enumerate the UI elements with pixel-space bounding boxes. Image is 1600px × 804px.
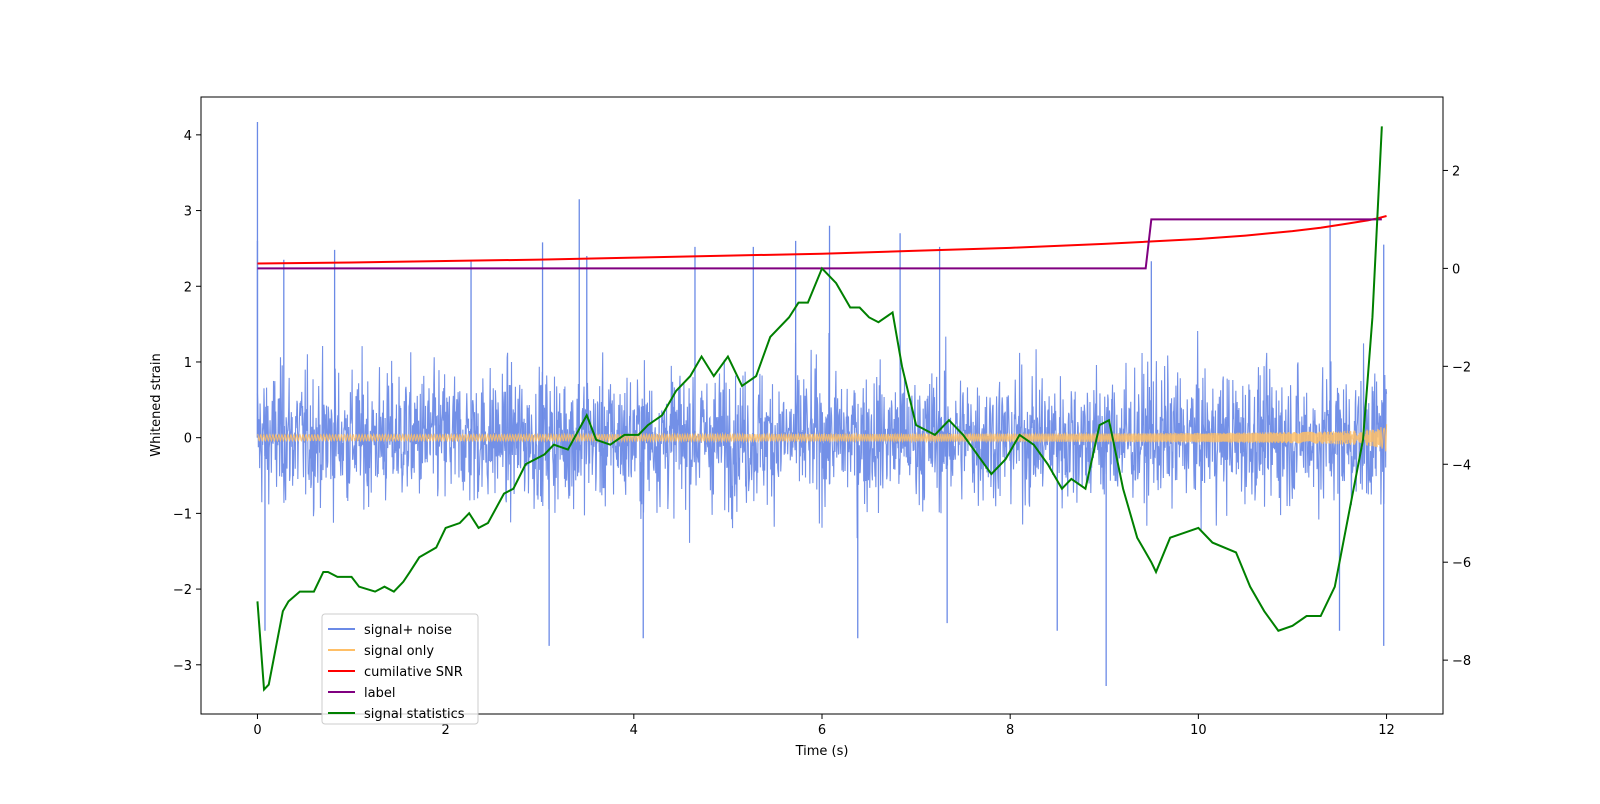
y-tick-label: 4	[184, 129, 192, 144]
y2-axis-ticks: −8 −6 −4 −2 0 2	[1443, 164, 1471, 669]
y2-tick-label: 2	[1452, 164, 1460, 179]
x-tick-label: 10	[1190, 723, 1207, 738]
series-label	[257, 218, 1382, 270]
x-tick-label: 12	[1378, 723, 1395, 738]
y-tick-label: 2	[184, 280, 192, 295]
y2-tick-label: −6	[1452, 556, 1471, 571]
legend: signal+ noise signal only cumilative SNR la…	[321, 613, 479, 725]
legend-label: signal statistics	[364, 707, 465, 722]
legend-label: label	[364, 686, 395, 701]
y-tick-label: −2	[173, 583, 192, 598]
series-signal-noise	[256, 330, 1388, 543]
x-tick-label: 4	[630, 723, 638, 738]
series-cumulative-snr	[257, 215, 1387, 265]
y-tick-label: −3	[173, 659, 192, 674]
y2-tick-label: −8	[1452, 654, 1471, 669]
y-tick-label: −1	[173, 507, 192, 522]
y2-tick-label: −2	[1452, 360, 1471, 375]
legend-box	[321, 613, 479, 725]
legend-label: signal only	[364, 644, 434, 659]
legend-label: signal+ noise	[364, 623, 452, 638]
y-tick-label: 3	[184, 205, 192, 220]
x-axis-ticks: 0 2 4 6 8 10 12	[253, 714, 1395, 738]
y-axis-label: Whitened strain	[149, 353, 164, 456]
series-signal-statistics	[256, 126, 1383, 692]
y-axis-ticks: −3 −2 −1 0 1 2 3 4	[173, 129, 201, 674]
y-tick-label: 1	[184, 356, 192, 371]
series-layer	[256, 121, 1388, 692]
y2-tick-label: −4	[1452, 458, 1471, 473]
series-signal-only	[257, 424, 1388, 452]
y2-tick-label: 0	[1452, 262, 1460, 277]
x-tick-label: 2	[441, 723, 449, 738]
x-axis-label: Time (s)	[795, 744, 849, 759]
x-tick-label: 8	[1006, 723, 1014, 738]
x-tick-label: 0	[253, 723, 261, 738]
x-tick-label: 6	[818, 723, 826, 738]
y-tick-label: 0	[184, 432, 192, 447]
legend-label: cumilative SNR	[364, 665, 463, 680]
